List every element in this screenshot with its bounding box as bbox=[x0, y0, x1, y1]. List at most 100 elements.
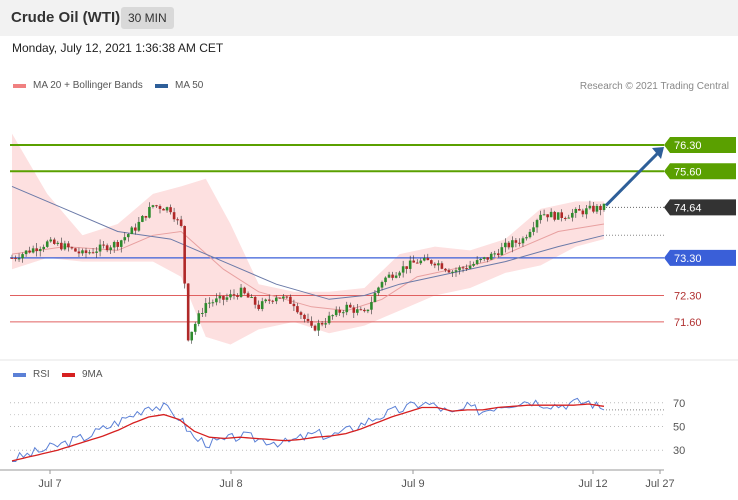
forecast-arrow-head bbox=[652, 146, 664, 159]
candle-body bbox=[570, 212, 574, 218]
rsi-9ma-line bbox=[11, 403, 605, 462]
interval-selector[interactable]: 30 MIN bbox=[121, 7, 174, 29]
candle-body bbox=[486, 257, 490, 260]
candle-body bbox=[253, 296, 257, 305]
candle-body bbox=[419, 260, 423, 264]
candle-body bbox=[412, 260, 416, 263]
candle-body bbox=[444, 268, 447, 271]
legend-ma20-label: MA 20 + Bollinger Bands bbox=[33, 80, 143, 91]
candle-body bbox=[63, 243, 67, 250]
candle-body bbox=[313, 325, 317, 331]
pivot-tag bbox=[664, 249, 736, 266]
candle-body bbox=[21, 254, 24, 259]
candle-body bbox=[119, 240, 123, 247]
ma50-swatch bbox=[155, 83, 168, 88]
candle-body bbox=[511, 240, 514, 248]
candle-body bbox=[267, 299, 271, 301]
candle-body bbox=[518, 242, 521, 244]
x-tick-jul-7: Jul 7 bbox=[38, 478, 61, 490]
candle-body bbox=[563, 217, 567, 219]
rsi-tick-30: 30 bbox=[673, 445, 685, 457]
candle-body bbox=[553, 211, 556, 220]
candle-body bbox=[179, 219, 183, 226]
candle-body bbox=[169, 207, 172, 213]
candle-body bbox=[239, 287, 243, 297]
candle-body bbox=[465, 267, 468, 269]
candle-body bbox=[232, 294, 236, 296]
last-price-label: 74.64 bbox=[674, 202, 702, 214]
candle-body bbox=[172, 212, 176, 220]
candle-body bbox=[327, 315, 331, 324]
candle-body bbox=[303, 314, 306, 319]
candle-body bbox=[338, 309, 342, 313]
rsi-tick-70: 70 bbox=[673, 398, 685, 410]
candle-body bbox=[70, 247, 74, 249]
candle-body bbox=[451, 271, 454, 273]
candle-body bbox=[222, 295, 225, 300]
support-1-label: 72.30 bbox=[674, 291, 702, 303]
candle-body bbox=[507, 242, 511, 248]
candle-body bbox=[14, 257, 17, 259]
resistance-1-label: 76.30 bbox=[674, 140, 702, 152]
candle-body bbox=[52, 239, 56, 244]
candle-body bbox=[193, 323, 197, 332]
candle-body bbox=[271, 300, 275, 302]
forecast-arrow-shaft bbox=[604, 151, 660, 207]
candle-body bbox=[475, 260, 479, 264]
candle-body bbox=[126, 234, 130, 238]
x-tick-jul-9: Jul 9 bbox=[401, 478, 424, 490]
candle-body bbox=[95, 251, 98, 253]
candle-body bbox=[447, 270, 451, 273]
candle-body bbox=[437, 263, 440, 266]
candle-body bbox=[225, 297, 229, 300]
candle-body bbox=[599, 205, 602, 211]
candle-body bbox=[31, 248, 35, 253]
candle-body bbox=[264, 299, 268, 302]
candle-body bbox=[236, 295, 239, 297]
candle-body bbox=[345, 304, 349, 313]
candle-body bbox=[84, 250, 88, 254]
candle-body bbox=[458, 267, 461, 271]
candle-body bbox=[592, 205, 595, 212]
candle-body bbox=[218, 295, 222, 299]
candle-body bbox=[98, 244, 102, 252]
candle-body bbox=[165, 207, 169, 211]
candle-body bbox=[370, 302, 373, 310]
candle-body bbox=[588, 205, 592, 209]
resistance-2-label: 75.60 bbox=[674, 166, 702, 178]
pivot-label: 73.30 bbox=[674, 253, 702, 265]
candle-body bbox=[243, 287, 246, 294]
candle-body bbox=[504, 242, 507, 248]
rsi-swatch bbox=[13, 372, 26, 377]
legend-ma20: MA 20 + Bollinger Bands bbox=[13, 80, 143, 91]
candle-body bbox=[285, 296, 289, 298]
legend-9ma: 9MA bbox=[62, 369, 103, 380]
candle-body bbox=[38, 248, 42, 252]
candle-body bbox=[260, 301, 264, 310]
candle-body bbox=[102, 244, 105, 246]
timestamp: Monday, July 12, 2021 1:36:38 AM CET bbox=[12, 41, 224, 55]
candle-body bbox=[595, 205, 599, 212]
candle-body bbox=[257, 304, 260, 310]
candle-body bbox=[532, 227, 535, 232]
candle-body bbox=[549, 211, 553, 218]
candle-body bbox=[356, 309, 359, 313]
candle-body bbox=[24, 250, 28, 255]
candle-body bbox=[109, 247, 112, 251]
candle-body bbox=[496, 253, 500, 256]
candle-body bbox=[148, 206, 151, 218]
candle-body bbox=[567, 217, 571, 219]
candle-body bbox=[461, 267, 465, 269]
candle-body bbox=[35, 248, 38, 252]
candle-body bbox=[373, 293, 377, 303]
candle-body bbox=[324, 323, 327, 325]
candle-body bbox=[292, 303, 296, 307]
candle-body bbox=[422, 257, 426, 261]
legend-9ma-label: 9MA bbox=[82, 369, 103, 380]
candle-body bbox=[141, 215, 144, 222]
instrument-title: Crude Oil (WTI) bbox=[11, 9, 121, 26]
candle-body bbox=[408, 260, 412, 269]
support-2-label: 71.60 bbox=[674, 317, 702, 329]
candle-body bbox=[306, 318, 310, 321]
candle-body bbox=[105, 245, 109, 251]
